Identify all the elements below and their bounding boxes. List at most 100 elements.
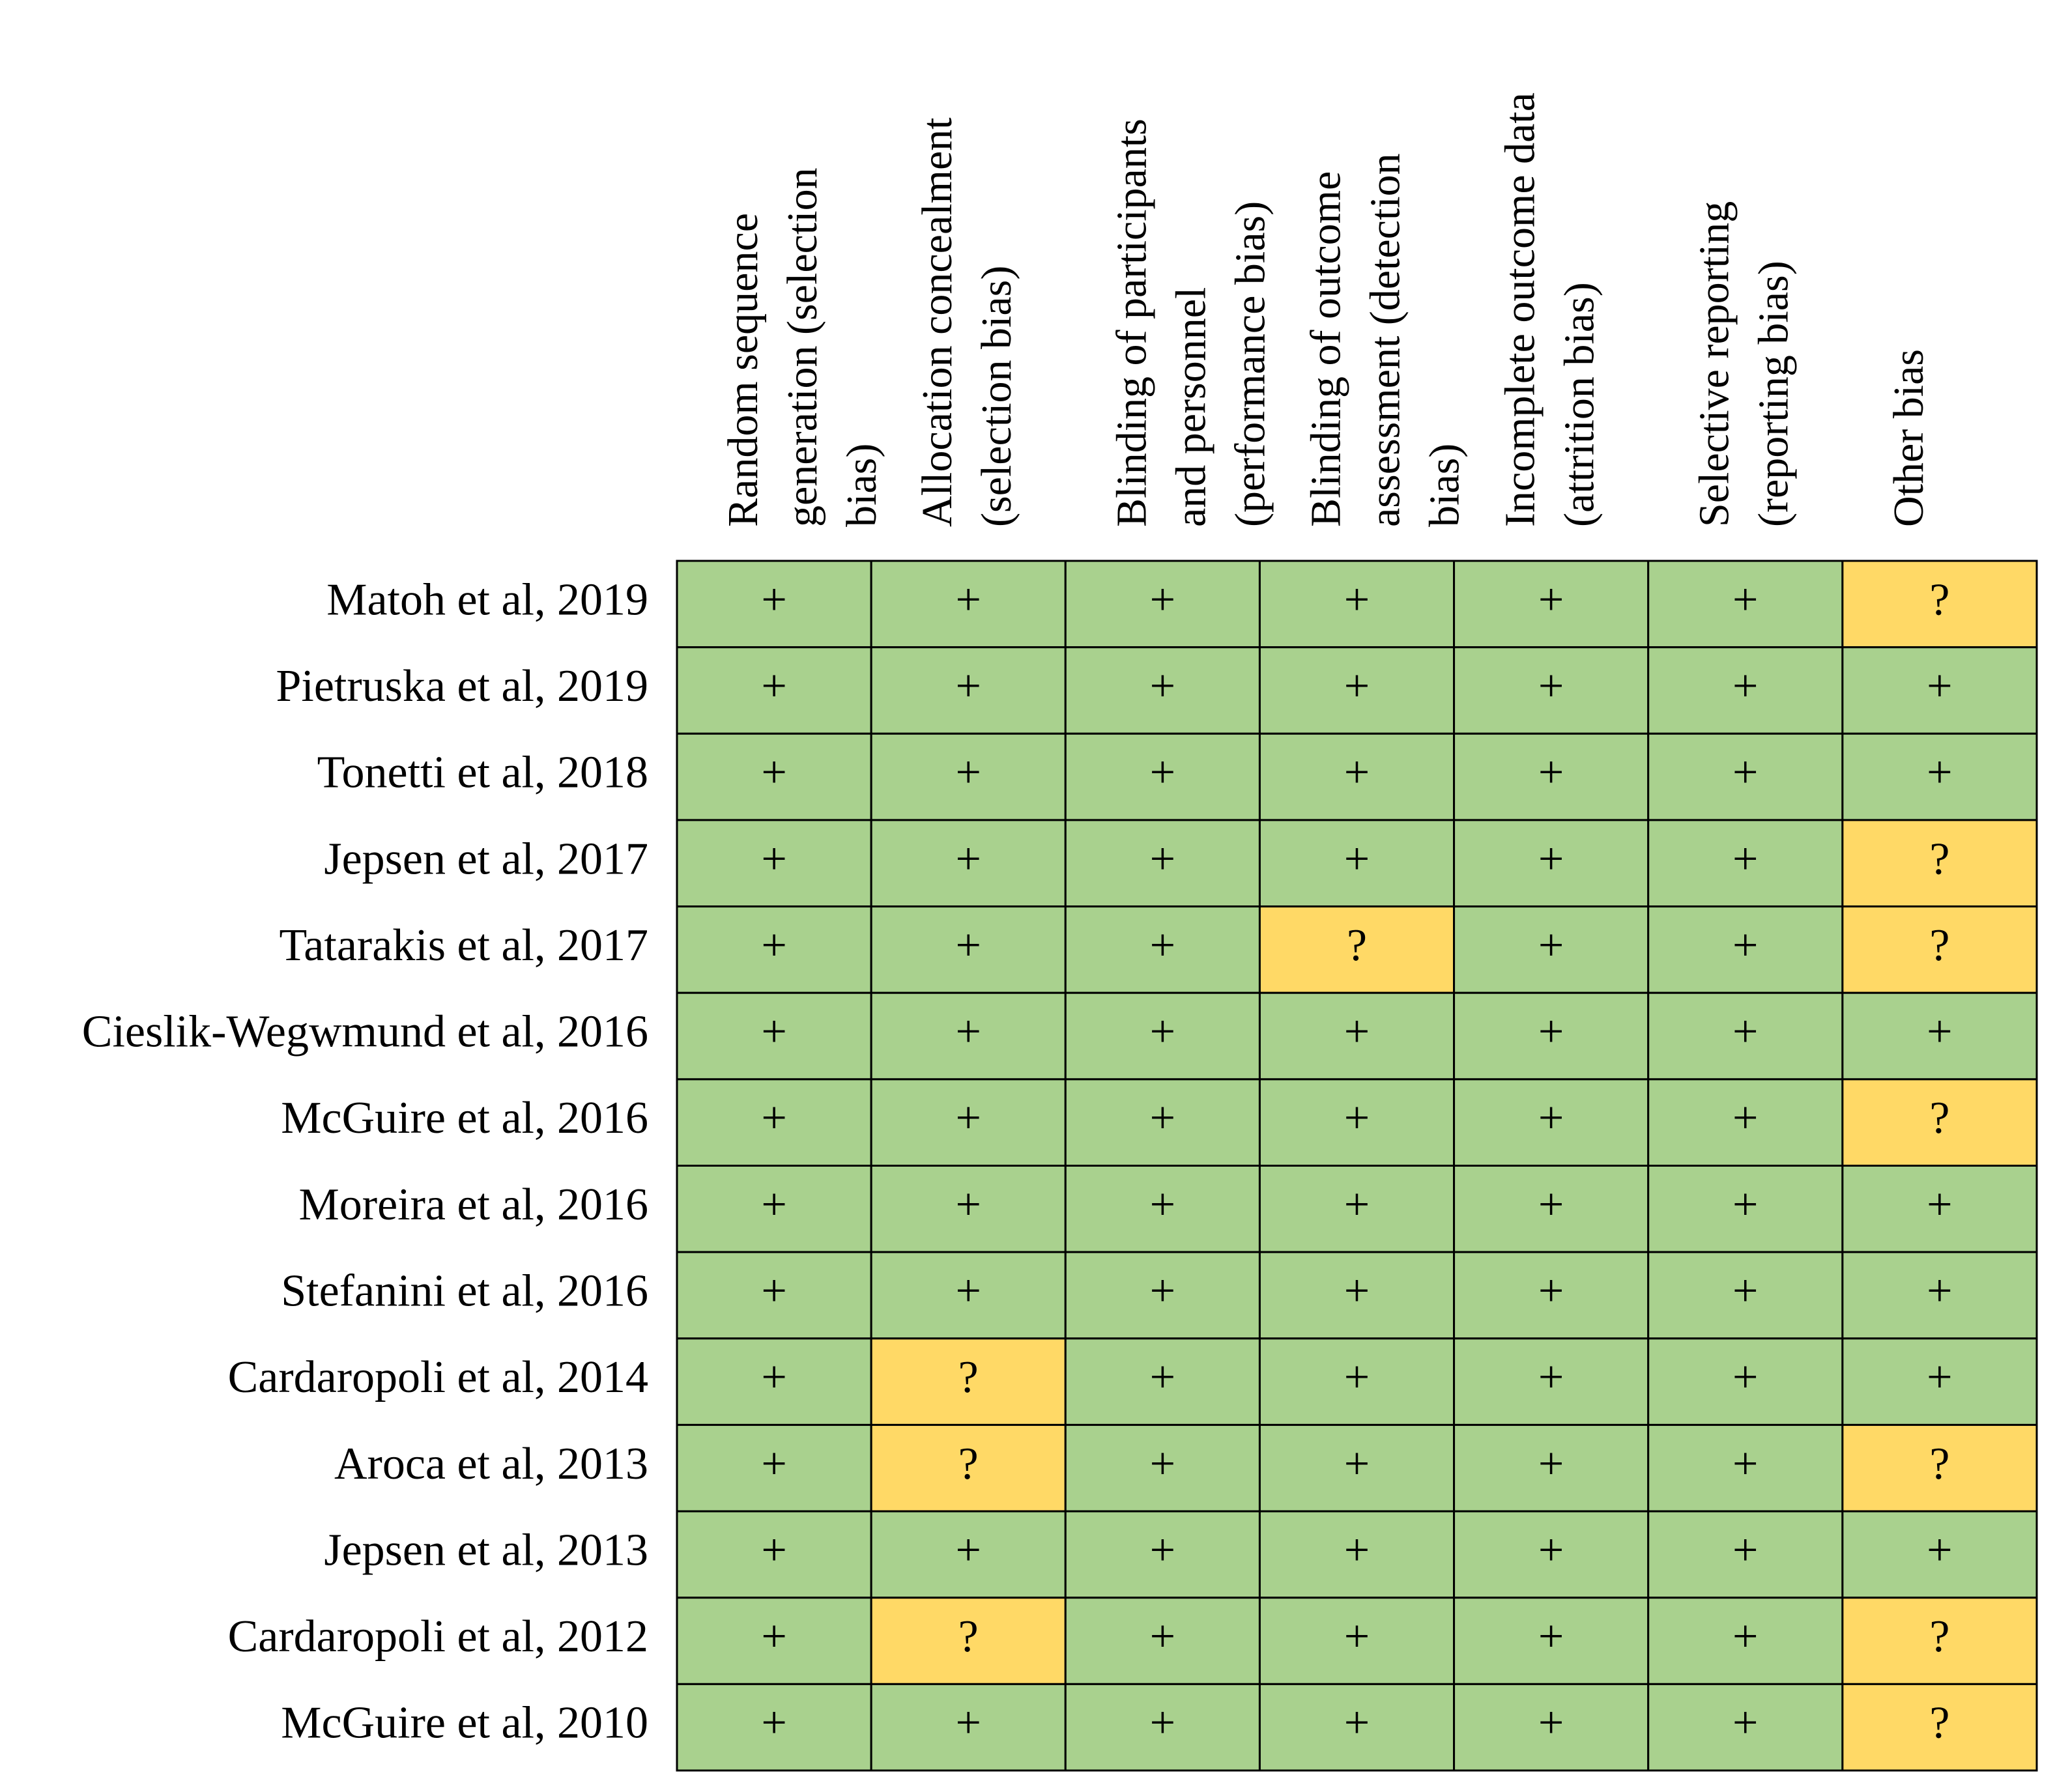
cell-rating: ? — [1347, 920, 1367, 971]
column-header: assessment (detection — [1361, 153, 1409, 527]
cell-rating: + — [1150, 1698, 1175, 1748]
cell — [870, 991, 1067, 1081]
cell — [1258, 1683, 1456, 1772]
cell — [1453, 1078, 1650, 1167]
cell — [1258, 1423, 1456, 1513]
cell-rating: + — [955, 661, 981, 711]
cell-rating: + — [761, 1266, 786, 1316]
column-header: bias) — [1420, 444, 1468, 527]
cell — [1453, 732, 1650, 821]
cell — [870, 1683, 1067, 1772]
cell — [1453, 991, 1650, 1081]
cell-rating: + — [761, 1525, 786, 1575]
cell-rating: ? — [1929, 920, 1949, 971]
cell-rating: + — [1538, 1352, 1564, 1402]
cell-rating: + — [761, 661, 786, 711]
cell — [1258, 1078, 1456, 1167]
cell — [676, 905, 872, 994]
cell-rating: + — [955, 1007, 981, 1057]
column-header: (selection bias) — [973, 266, 1020, 527]
cell-rating: + — [1538, 920, 1564, 971]
cell-rating: + — [761, 834, 786, 884]
cell — [1647, 1510, 1844, 1599]
study-label: McGuire et al, 2010 — [281, 1698, 648, 1748]
cell — [1258, 1597, 1456, 1685]
cell — [1647, 732, 1844, 821]
cell — [1647, 560, 1844, 649]
column-header: (performance bias) — [1226, 201, 1274, 527]
cell — [1841, 1683, 2038, 1772]
cell-rating: + — [1150, 1007, 1175, 1057]
cell-rating: + — [1344, 748, 1370, 798]
cell-rating: + — [1927, 1266, 1952, 1316]
cell-rating: + — [761, 575, 786, 625]
cell-rating: + — [1150, 748, 1175, 798]
column-header: Other bias — [1885, 349, 1933, 527]
cell — [1064, 1251, 1261, 1340]
cell-rating: + — [1344, 661, 1370, 711]
cell — [1453, 1510, 1650, 1599]
cell-rating: ? — [1929, 834, 1949, 884]
cell-rating: + — [1150, 1352, 1175, 1402]
cell-rating: + — [761, 1439, 786, 1489]
cell — [676, 819, 872, 908]
cell — [1453, 646, 1650, 735]
cell-rating: + — [1150, 1180, 1175, 1230]
cell-rating: + — [1538, 575, 1564, 625]
cell-rating: + — [1732, 920, 1758, 971]
cell-rating: + — [1732, 1180, 1758, 1230]
cell — [1841, 1078, 2038, 1167]
study-label: Matoh et al, 2019 — [326, 575, 648, 625]
cell-rating: + — [1538, 1180, 1564, 1230]
study-label: Pietruska et al, 2019 — [276, 661, 648, 711]
study-label: Cieslik-Wegwmund et al, 2016 — [82, 1007, 648, 1057]
cell-rating: + — [761, 1352, 786, 1402]
cell — [1064, 1423, 1261, 1513]
cell-rating: + — [1732, 1525, 1758, 1575]
cell-rating: + — [955, 1266, 981, 1316]
cell-rating: + — [761, 748, 786, 798]
study-label: Stefanini et al, 2016 — [281, 1266, 648, 1316]
cell-rating: + — [1927, 1525, 1952, 1575]
cell — [1841, 1165, 2038, 1253]
cell-rating: + — [1732, 575, 1758, 625]
cell — [676, 1165, 872, 1253]
column-header: Allocation concealment — [913, 117, 961, 527]
cell-rating: + — [1150, 661, 1175, 711]
cell-rating: + — [955, 920, 981, 971]
cell-rating: + — [761, 1093, 786, 1143]
cell — [676, 991, 872, 1081]
cell — [1258, 819, 1456, 908]
cell-rating: + — [1344, 1439, 1370, 1489]
cell-rating: + — [1538, 834, 1564, 884]
cell-rating: + — [1344, 1612, 1370, 1662]
cell — [1064, 1597, 1261, 1685]
column-header: Random sequence — [719, 213, 767, 527]
cell — [676, 1683, 872, 1772]
cell-rating: + — [1150, 920, 1175, 971]
cell — [1258, 732, 1456, 821]
cell-rating: + — [955, 575, 981, 625]
study-label: Moreira et al, 2016 — [299, 1180, 648, 1230]
cell — [1064, 646, 1261, 735]
cell — [1258, 1165, 1456, 1253]
cell-rating: + — [1150, 834, 1175, 884]
cell — [870, 1510, 1067, 1599]
cell-rating: ? — [958, 1439, 979, 1489]
cell — [1064, 1683, 1261, 1772]
cell — [1841, 1423, 2038, 1513]
cell-rating: ? — [1929, 1439, 1949, 1489]
cell-rating: + — [1732, 1612, 1758, 1662]
column-header: Blinding of outcome — [1302, 171, 1349, 527]
cell-rating: + — [1538, 1612, 1564, 1662]
cell — [676, 1597, 872, 1685]
cell-rating: + — [1344, 1266, 1370, 1316]
cell — [870, 732, 1067, 821]
cell-rating: ? — [958, 1612, 979, 1662]
cell — [1064, 560, 1261, 649]
cell-rating: + — [1538, 748, 1564, 798]
cell — [676, 560, 872, 649]
cell-rating: + — [1538, 1093, 1564, 1143]
